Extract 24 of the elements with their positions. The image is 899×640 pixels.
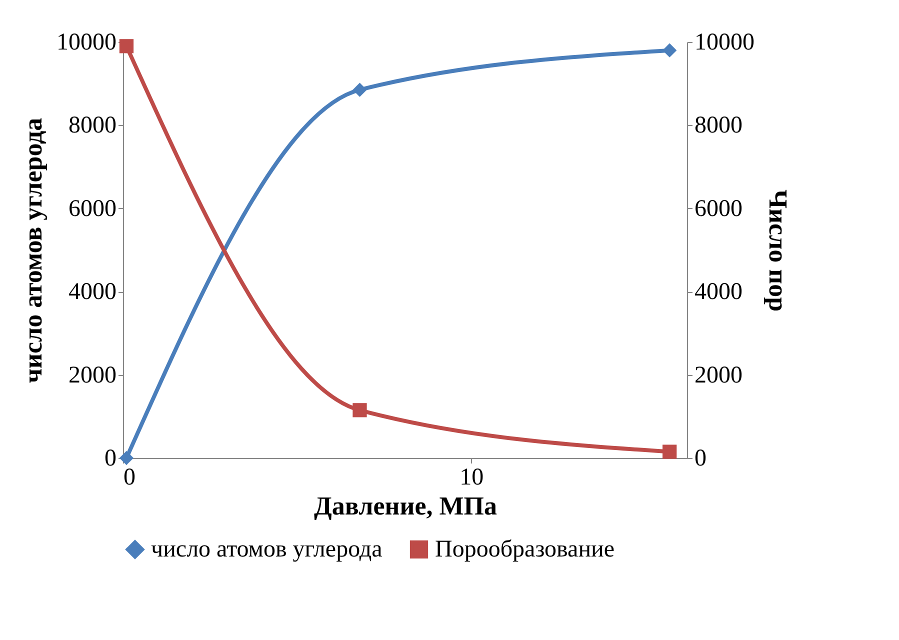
y2-tick-label: 10000 [694, 30, 754, 56]
y-tick-label: 0 [104, 446, 116, 472]
y-axis-title: число атомов углерода [18, 118, 48, 384]
y2-tick-label: 4000 [694, 279, 742, 306]
x-tick-label: 10 [460, 464, 484, 490]
legend-label: число атомов углерода [151, 536, 383, 562]
point [352, 403, 367, 418]
y-tick-label: 8000 [68, 112, 116, 139]
point [662, 43, 677, 58]
y2-tick-label: 2000 [694, 362, 742, 388]
point [352, 82, 367, 97]
legend-label: Порообразование [435, 536, 615, 562]
y2-tick-label: 6000 [694, 196, 742, 222]
y-tick-label: 10000 [56, 30, 116, 56]
y2-tick-label: 8000 [694, 112, 742, 139]
y2-axis-title: Число пор [764, 189, 792, 312]
y-tick-label: 6000 [68, 196, 116, 222]
point [119, 450, 134, 466]
x-axis-title: Давление, МПа [314, 492, 497, 520]
y-tick-label: 4000 [68, 279, 116, 306]
point [119, 39, 134, 54]
y-tick-label: 2000 [68, 362, 116, 388]
point [662, 444, 677, 459]
y2-tick-label: 0 [694, 446, 706, 472]
